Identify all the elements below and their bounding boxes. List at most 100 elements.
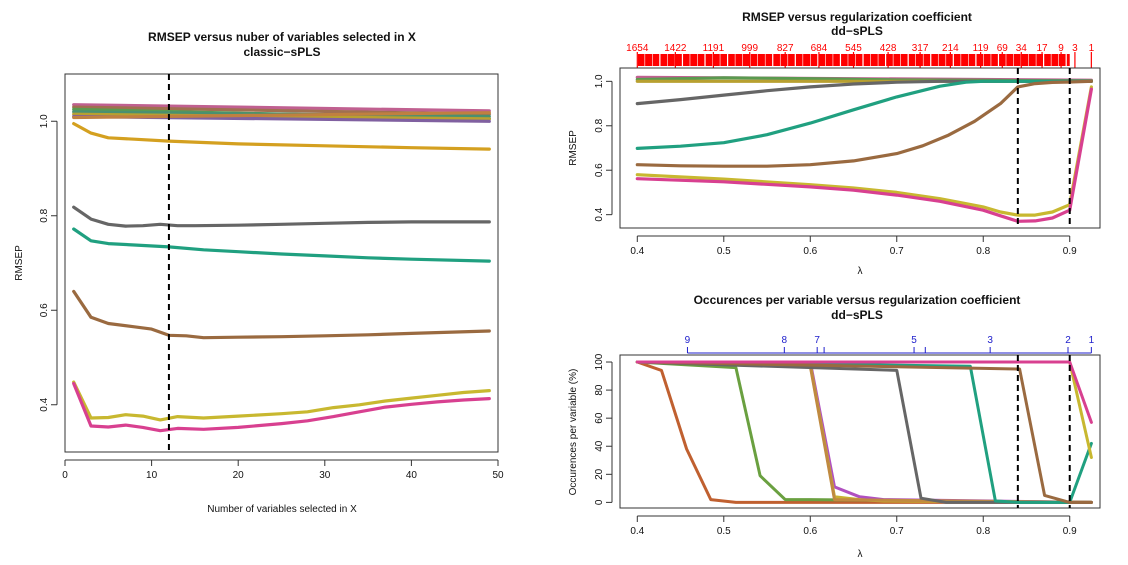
chart-1-y-tick-label: 1.0 bbox=[39, 114, 50, 128]
chart-2-top-tick-label: 999 bbox=[741, 43, 758, 54]
chart-2-top-tick-label: 428 bbox=[880, 43, 897, 54]
panel-rmsep-dd-spls: RMSEP versus regularization coefficient … bbox=[568, 10, 1101, 277]
chart-2-top-tick-label: 1422 bbox=[664, 43, 687, 54]
chart-2-top-tick-label: 69 bbox=[997, 43, 1009, 54]
chart-1-series-line-10 bbox=[72, 227, 491, 263]
chart-2-x-tick-label: 0.7 bbox=[890, 246, 904, 257]
chart-2-top-tick-label: 17 bbox=[1036, 43, 1048, 54]
chart-2-top-tick-label: 545 bbox=[845, 43, 862, 54]
chart-3-series-line-10 bbox=[635, 360, 1093, 424]
chart-1-series-group bbox=[72, 103, 491, 433]
chart-3-top-tick-label: 1 bbox=[1089, 335, 1095, 346]
chart-3-plot-frame bbox=[619, 354, 1101, 509]
chart-2-y-tick-label: 0.4 bbox=[594, 207, 605, 221]
chart-3-x-tick-label: 0.9 bbox=[1063, 526, 1077, 537]
chart-1-y-tick-label: 0.4 bbox=[39, 397, 50, 411]
chart-2-top-tick-label: 34 bbox=[1016, 43, 1028, 54]
chart-1-x-axis-label: Number of variables selected in X bbox=[207, 504, 357, 515]
chart-2-series-line-7 bbox=[635, 85, 1094, 217]
chart-1-x-tick-label: 50 bbox=[492, 470, 504, 481]
chart-1-series-line-1 bbox=[72, 103, 491, 113]
chart-1-series-line-11 bbox=[72, 289, 491, 340]
chart-2-top-tick-label: 1 bbox=[1089, 43, 1095, 54]
chart-3-series-line-9 bbox=[635, 360, 1093, 459]
chart-2-subtitle: dd−sPLS bbox=[831, 24, 883, 38]
chart-2-x-tick-label: 0.6 bbox=[803, 246, 817, 257]
chart-3-top-tick-label: 3 bbox=[987, 335, 993, 346]
chart-1-x-axis: 0 10 20 30 40 50 bbox=[62, 459, 504, 481]
chart-3-x-axis-label: λ bbox=[858, 549, 863, 560]
chart-3-y-tick-label: 40 bbox=[594, 440, 605, 452]
chart-2-x-tick-label: 0.9 bbox=[1063, 246, 1077, 257]
chart-2-top-tick-label: 3 bbox=[1072, 43, 1078, 54]
chart-3-top-tick-label: 5 bbox=[911, 335, 917, 346]
chart-2-y-tick-label: 0.8 bbox=[594, 118, 605, 132]
chart-1-series-line-7 bbox=[72, 111, 491, 120]
chart-2-title: RMSEP versus regularization coefficient bbox=[742, 10, 972, 24]
chart-1-y-axis-label: RMSEP bbox=[14, 245, 25, 281]
chart-2-top-tick-label: 827 bbox=[777, 43, 794, 54]
chart-2-top-tick-label: 1654 bbox=[626, 43, 649, 54]
chart-1-x-tick-label: 30 bbox=[319, 470, 331, 481]
chart-1-y-tick-label: 0.6 bbox=[39, 303, 50, 317]
chart-3-x-tick-label: 0.6 bbox=[803, 526, 817, 537]
chart-3-x-tick-label: 0.8 bbox=[976, 526, 990, 537]
chart-2-series-line-8 bbox=[635, 87, 1094, 223]
chart-1-title: RMSEP versus nuber of variables selected… bbox=[148, 30, 416, 44]
chart-1-series-line-9 bbox=[72, 205, 491, 228]
chart-3-title: Occurences per variable versus regulariz… bbox=[694, 293, 1021, 307]
chart-2-y-axis-label: RMSEP bbox=[568, 130, 579, 166]
chart-2-x-tick-label: 0.4 bbox=[630, 246, 644, 257]
chart-3-top-axis: 9 8 7 5 3 2 1 bbox=[685, 335, 1095, 354]
chart-3-subtitle: dd−sPLS bbox=[831, 308, 883, 322]
chart-3-top-tick-label: 8 bbox=[782, 335, 788, 346]
chart-2-series-line-5 bbox=[635, 79, 1094, 150]
chart-1-y-tick-label: 0.8 bbox=[39, 208, 50, 222]
chart-1-y-axis: 0.4 0.6 0.8 1.0 bbox=[39, 114, 58, 412]
chart-2-top-axis: 1654 1422 1191 999 827 684 545 428 317 214 119 69 34… bbox=[626, 43, 1095, 68]
chart-3-y-tick-label: 60 bbox=[594, 412, 605, 424]
chart-1-series-line-13 bbox=[72, 381, 491, 433]
chart-3-series-line-8 bbox=[635, 360, 1093, 504]
chart-3-series-line-1 bbox=[635, 360, 1093, 504]
chart-2-series-line-6 bbox=[635, 79, 1094, 168]
chart-3-vline-group bbox=[1016, 355, 1071, 508]
chart-1-subtitle: classic−sPLS bbox=[243, 45, 320, 59]
chart-2-x-tick-label: 0.8 bbox=[976, 246, 990, 257]
chart-3-x-tick-label: 0.5 bbox=[717, 526, 731, 537]
chart-2-top-tick-label: 214 bbox=[942, 43, 959, 54]
chart-3-y-tick-label: 20 bbox=[594, 468, 605, 480]
chart-1-x-tick-label: 0 bbox=[62, 470, 68, 481]
chart-1-series-line-8 bbox=[72, 121, 491, 151]
chart-1-x-tick-label: 20 bbox=[233, 470, 245, 481]
chart-1-plot-frame bbox=[64, 73, 499, 453]
chart-3-x-tick-label: 0.4 bbox=[630, 526, 644, 537]
chart-3-y-tick-label: 80 bbox=[594, 384, 605, 396]
chart-2-x-axis: 0.4 0.5 0.6 0.7 0.8 0.9 bbox=[630, 235, 1077, 257]
chart-3-y-axis: 0 20 40 60 80 100 bbox=[594, 353, 613, 505]
chart-2-y-tick-label: 0.6 bbox=[594, 163, 605, 177]
chart-3-series-line-7 bbox=[635, 360, 1093, 504]
chart-3-series-group bbox=[635, 360, 1093, 504]
chart-1-x-tick-label: 10 bbox=[146, 470, 158, 481]
chart-2-top-tick-label: 684 bbox=[811, 43, 828, 54]
chart-3-x-tick-label: 0.7 bbox=[890, 526, 904, 537]
chart-2-vline-group bbox=[1016, 68, 1071, 228]
chart-2-x-tick-label: 0.5 bbox=[717, 246, 731, 257]
chart-3-y-tick-label: 100 bbox=[594, 353, 605, 370]
chart-2-y-tick-label: 1.0 bbox=[594, 74, 605, 88]
chart-2-y-axis: 0.4 0.6 0.8 1.0 bbox=[594, 74, 613, 222]
chart-3-top-tick-label: 7 bbox=[814, 335, 820, 346]
chart-2-plot-frame bbox=[619, 67, 1101, 229]
chart-1-series-line-12 bbox=[72, 380, 491, 422]
panel-occurrences-dd-spls: Occurences per variable versus regulariz… bbox=[568, 293, 1101, 560]
panel-classic-spls: RMSEP versus nuber of variables selected… bbox=[14, 30, 504, 515]
chart-2-top-tick-label: 317 bbox=[912, 43, 929, 54]
chart-3-x-axis: 0.4 0.5 0.6 0.7 0.8 0.9 bbox=[630, 515, 1077, 537]
chart-3-top-tick-label: 9 bbox=[685, 335, 691, 346]
chart-3-top-tick-label: 2 bbox=[1065, 335, 1071, 346]
chart-3-y-axis-label: Occurences per variable (%) bbox=[568, 369, 579, 496]
chart-3-series-line-6 bbox=[635, 360, 1093, 504]
chart-2-x-axis-label: λ bbox=[858, 266, 863, 277]
chart-2-top-tick-label: 9 bbox=[1058, 43, 1064, 54]
